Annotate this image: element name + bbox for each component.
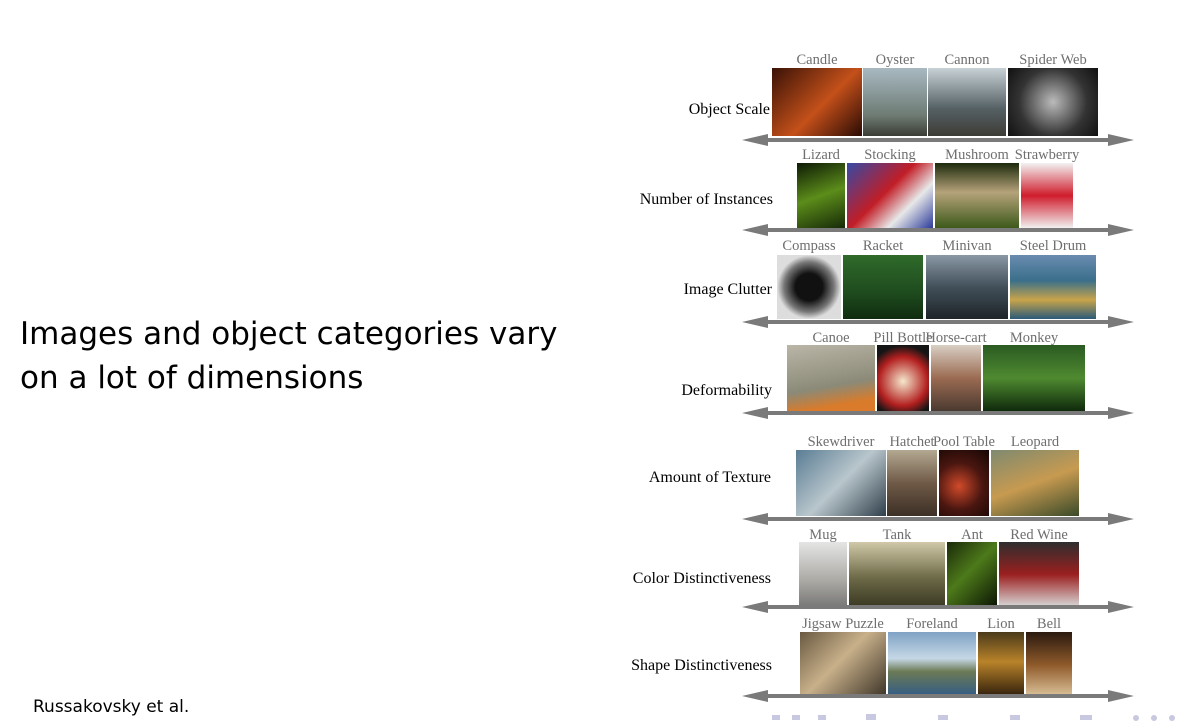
category-label-monkey: Monkey bbox=[1009, 330, 1059, 346]
double-arrow-object-scale bbox=[742, 134, 1134, 146]
thumbnail-cannon bbox=[928, 68, 1006, 136]
thumbnail-foreland bbox=[888, 632, 976, 698]
thumbnail-horse-cart bbox=[931, 345, 981, 411]
nav-zoom-icon bbox=[1151, 715, 1157, 721]
category-label-compass: Compass bbox=[782, 238, 836, 254]
thumbnail-leopard bbox=[991, 450, 1079, 516]
category-label-candle: Candle bbox=[796, 52, 838, 68]
category-label-lion: Lion bbox=[987, 616, 1015, 632]
category-label-tank: Tank bbox=[882, 527, 912, 543]
row-label-amount-of-texture: Amount of Texture bbox=[648, 469, 771, 486]
nav-end-icon bbox=[1169, 715, 1175, 721]
thumbnail-strawberry bbox=[1021, 163, 1073, 228]
thumbnail-canoe bbox=[787, 345, 875, 411]
category-label-red-wine: Red Wine bbox=[1010, 527, 1068, 543]
thumbnail-pool-table bbox=[939, 450, 989, 516]
thumbnail-red-wine bbox=[999, 542, 1079, 607]
nav-section-icon bbox=[818, 715, 826, 720]
category-label-spider-web: Spider Web bbox=[1019, 52, 1087, 68]
slide-body-text: Images and object categories vary on a l… bbox=[20, 316, 558, 396]
row-label-color-distinctiveness: Color Distinctiveness bbox=[632, 570, 771, 587]
thumbnail-racket bbox=[843, 255, 923, 319]
category-label-strawberry: Strawberry bbox=[1014, 147, 1080, 163]
category-label-racket: Racket bbox=[862, 238, 904, 254]
category-label-ant: Ant bbox=[961, 527, 983, 543]
row-label-object-scale: Object Scale bbox=[688, 101, 770, 118]
category-label-mushroom: Mushroom bbox=[945, 147, 1009, 163]
nav-first-icon bbox=[772, 715, 780, 720]
category-label-oyster: Oyster bbox=[875, 52, 915, 68]
thumbnail-pill-bottle bbox=[877, 345, 929, 411]
thumbnail-bell bbox=[1026, 632, 1072, 698]
category-label-horse-cart: Horse-cart bbox=[925, 330, 987, 346]
category-label-steel-drum: Steel Drum bbox=[1019, 238, 1087, 254]
category-label-hatchet: Hatchet bbox=[889, 434, 935, 450]
row-label-image-clutter: Image Clutter bbox=[683, 281, 772, 298]
double-arrow-color-distinctiveness bbox=[742, 601, 1134, 613]
thumbnail-lizard bbox=[797, 163, 845, 228]
thumbnail-hatchet bbox=[887, 450, 937, 516]
category-label-cannon: Cannon bbox=[944, 52, 990, 68]
category-label-minivan: Minivan bbox=[942, 238, 992, 254]
thumbnail-skewdriver bbox=[796, 450, 886, 516]
row-label-shape-distinctiveness: Shape Distinctiveness bbox=[631, 657, 772, 674]
thumbnail-mushroom bbox=[935, 163, 1019, 228]
row-label-number-of-instances: Number of Instances bbox=[639, 191, 773, 208]
double-arrow-deformability bbox=[742, 407, 1134, 419]
thumbnail-tank bbox=[849, 542, 945, 607]
double-arrow-amount-of-texture bbox=[742, 513, 1134, 525]
category-label-leopard: Leopard bbox=[1010, 434, 1060, 450]
thumbnail-spider-web bbox=[1008, 68, 1098, 136]
thumbnail-ant bbox=[947, 542, 997, 607]
category-label-skewdriver: Skewdriver bbox=[807, 434, 875, 450]
nav-back-icon bbox=[1010, 715, 1020, 720]
nav-subsection-icon bbox=[938, 715, 948, 720]
thumbnail-oyster bbox=[863, 68, 927, 136]
category-label-foreland: Foreland bbox=[906, 616, 958, 632]
double-arrow-shape-distinctiveness bbox=[742, 690, 1134, 702]
slide-navigation-bar[interactable] bbox=[770, 712, 1185, 721]
nav-prev-icon bbox=[792, 715, 800, 720]
thumbnail-candle bbox=[772, 68, 862, 136]
double-arrow-number-of-instances bbox=[742, 224, 1134, 236]
row-label-deformability: Deformability bbox=[681, 382, 772, 399]
nav-frame-icon bbox=[866, 714, 876, 720]
nav-search-icon bbox=[1133, 715, 1139, 721]
thumbnail-jigsaw-puzzle bbox=[800, 632, 886, 698]
thumbnail-monkey bbox=[983, 345, 1085, 411]
thumbnail-steel-drum bbox=[1010, 255, 1096, 319]
category-label-lizard: Lizard bbox=[802, 147, 840, 163]
category-label-canoe: Canoe bbox=[812, 330, 850, 346]
thumbnail-minivan bbox=[926, 255, 1008, 319]
thumbnail-compass bbox=[777, 255, 841, 319]
category-label-bell: Bell bbox=[1036, 616, 1062, 632]
double-arrow-image-clutter bbox=[742, 316, 1134, 328]
thumbnail-stocking bbox=[847, 163, 933, 228]
citation: Russakovsky et al. bbox=[33, 697, 190, 717]
category-label-mug: Mug bbox=[809, 527, 837, 543]
thumbnail-lion bbox=[978, 632, 1024, 698]
nav-forward-icon bbox=[1080, 715, 1092, 720]
category-label-stocking: Stocking bbox=[864, 147, 916, 163]
category-label-pill-bottle: Pill Bottle bbox=[873, 330, 933, 346]
category-label-pool-table: Pool Table bbox=[933, 434, 995, 450]
category-label-jigsaw-puzzle: Jigsaw Puzzle bbox=[802, 616, 884, 632]
thumbnail-mug bbox=[799, 542, 847, 607]
